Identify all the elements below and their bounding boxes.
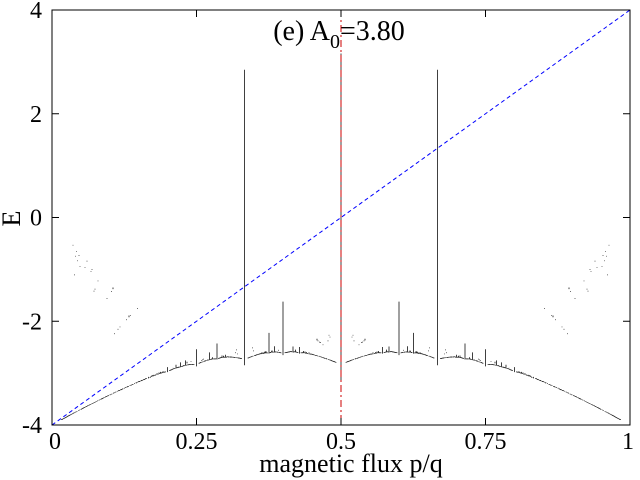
x-axis-title: magnetic flux p/q (259, 449, 442, 478)
reference-lines (51, 9, 631, 426)
y-tick-label: 4 (30, 0, 42, 24)
y-tick-label: -4 (22, 413, 42, 439)
axis-ticks: 0 0.25 0.5 0.75 1 -4 -2 0 2 4 (22, 0, 634, 455)
x-tick-label: 0.5 (326, 429, 356, 455)
x-tick-label: 1 (622, 429, 634, 455)
panel-title-value: =3.80 (340, 16, 405, 47)
y-tick-label: 0 (30, 206, 42, 232)
y-tick-label: -2 (22, 309, 42, 335)
x-tick-label: 0.25 (176, 429, 218, 455)
panel-title-subscript: 0 (330, 31, 340, 53)
x-tick-label: 0.75 (465, 429, 507, 455)
panel-title-prefix: (e) A (273, 16, 331, 47)
y-tick-label: 2 (30, 102, 42, 128)
y-axis-title: E (0, 211, 26, 227)
panel-title: (e) A0=3.80 (273, 16, 405, 53)
x-tick-label: 0 (49, 429, 61, 455)
